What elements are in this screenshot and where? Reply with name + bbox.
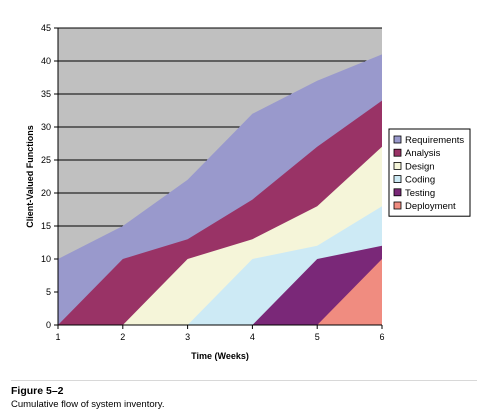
legend-swatch	[393, 175, 402, 184]
legend-swatch	[393, 148, 402, 157]
y-tick-label: 40	[41, 56, 51, 66]
legend-swatch	[393, 201, 402, 210]
legend-label: Coding	[405, 175, 435, 186]
y-tick-label: 25	[41, 155, 51, 165]
y-tick-label: 10	[41, 254, 51, 264]
legend-swatch	[393, 188, 402, 197]
y-axis-title: Client-Valued Functions	[25, 125, 35, 228]
caption-divider	[11, 380, 477, 381]
x-tick-label: 6	[379, 332, 384, 342]
y-tick-label: 30	[41, 122, 51, 132]
legend-label: Analysis	[405, 148, 441, 159]
axes	[57, 28, 382, 326]
x-axis-ticks: 1 2 3 4 5 6	[55, 325, 385, 342]
legend-swatch	[393, 161, 402, 170]
legend: Requirements Analysis Design Coding Testing D…	[388, 128, 471, 217]
x-tick-label: 2	[120, 332, 125, 342]
legend-box	[388, 128, 471, 217]
y-tick-label: 45	[41, 23, 51, 33]
x-tick-label: 4	[250, 332, 255, 342]
x-axis-title: Time (Weeks)	[191, 351, 249, 361]
figure-caption-title: Figure 5–2	[11, 385, 64, 397]
legend-label: Testing	[405, 188, 435, 199]
area-deployment	[58, 259, 382, 325]
y-axis-ticks: 0 5 10 15 20 25 30 35 40 45	[41, 23, 58, 330]
legend-label: Design	[405, 161, 435, 172]
area-testing	[58, 245, 382, 325]
y-tick-label: 20	[41, 188, 51, 198]
x-tick-label: 5	[315, 332, 320, 342]
x-tick-label: 1	[55, 332, 60, 342]
legend-label: Deployment	[405, 201, 456, 212]
y-tick-label: 35	[41, 89, 51, 99]
y-tick-label: 0	[46, 320, 51, 330]
series-areas	[58, 54, 382, 326]
legend-label: Requirements	[405, 135, 464, 146]
x-tick-label: 3	[185, 332, 190, 342]
y-tick-label: 5	[46, 287, 51, 297]
y-tick-label: 15	[41, 221, 51, 231]
legend-swatch	[393, 135, 402, 144]
figure-caption-text: Cumulative flow of system inventory.	[11, 399, 165, 410]
